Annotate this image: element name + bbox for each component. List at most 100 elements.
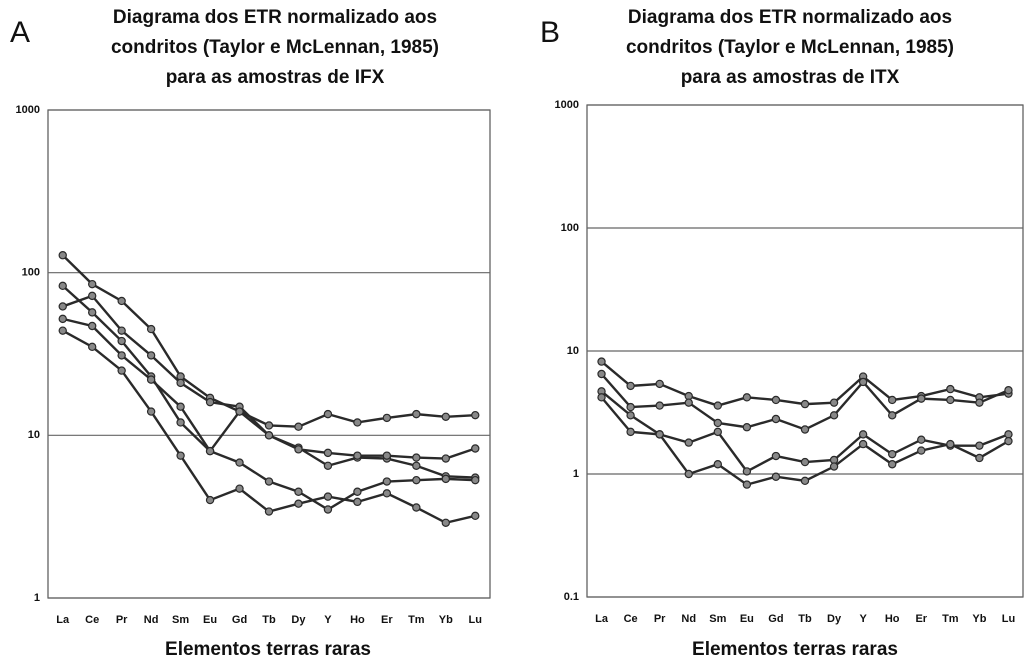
data-point (412, 409, 421, 419)
x-tick-label: Ce (624, 613, 638, 625)
x-axis-label: Elementos terras raras (165, 639, 371, 660)
x-tick-label: Tm (942, 613, 959, 625)
data-point (205, 397, 215, 407)
data-point (176, 418, 185, 427)
data-point (58, 302, 67, 311)
chart-title: condritos (Taylor e McLennan, 1985) (626, 37, 954, 58)
data-point (87, 321, 97, 331)
data-point (888, 411, 897, 420)
x-tick-label: Lu (469, 614, 482, 626)
panel-label: B (540, 16, 560, 49)
x-tick-label: Gd (768, 613, 783, 625)
data-point (323, 492, 333, 501)
y-tick-label: 1000 (555, 99, 579, 111)
data-point (264, 421, 274, 430)
data-point (412, 453, 421, 462)
data-point (353, 497, 362, 507)
x-tick-label: Er (381, 614, 393, 626)
data-point (205, 495, 215, 505)
chart-title: para as amostras de ITX (681, 67, 900, 88)
x-tick-label: Dy (827, 613, 842, 625)
data-point (353, 451, 362, 460)
data-point (323, 448, 333, 458)
data-point (294, 499, 303, 508)
data-point (800, 399, 810, 409)
y-tick-label: 1 (573, 468, 579, 480)
x-tick-label: La (595, 613, 609, 625)
x-tick-label: Ho (885, 613, 900, 625)
data-point (471, 444, 480, 453)
x-tick-label: Yb (972, 613, 986, 625)
x-axis-label: Elementos terras raras (692, 639, 898, 660)
data-point (713, 427, 723, 437)
data-point (412, 503, 421, 512)
data-point (176, 402, 185, 411)
data-point (323, 409, 333, 419)
data-point (655, 430, 664, 439)
data-point (917, 394, 926, 403)
data-point (146, 375, 156, 384)
data-point (58, 314, 67, 324)
data-point (713, 401, 723, 410)
data-point (771, 395, 781, 405)
x-tick-label: Tb (262, 614, 276, 626)
data-point (858, 439, 868, 449)
data-point (382, 413, 392, 423)
data-point (800, 476, 810, 486)
data-point (1004, 436, 1013, 446)
data-point (294, 422, 303, 431)
data-point (87, 342, 97, 352)
data-point (117, 336, 126, 346)
data-point (471, 410, 480, 420)
data-point (684, 438, 693, 447)
data-point (382, 489, 392, 498)
data-point (946, 395, 955, 405)
data-point (117, 366, 126, 375)
data-point (713, 418, 723, 428)
data-point (353, 487, 362, 496)
data-point (441, 412, 450, 421)
data-point (176, 378, 185, 388)
data-point (597, 393, 606, 402)
x-tick-label: Eu (740, 613, 754, 625)
data-point (471, 475, 480, 485)
data-point (176, 451, 185, 460)
data-point (917, 446, 926, 455)
panel-label: A (10, 16, 30, 49)
x-tick-label: Y (859, 613, 867, 625)
data-point (946, 439, 955, 449)
data-point (441, 454, 450, 463)
x-tick-label: Ho (350, 614, 365, 626)
data-point (471, 511, 480, 521)
data-point (597, 369, 606, 379)
x-tick-label: Tb (798, 613, 812, 625)
data-point (626, 411, 635, 420)
data-point (87, 279, 97, 289)
data-point (58, 281, 67, 291)
data-point (294, 487, 303, 496)
data-point (713, 460, 723, 469)
data-point (117, 326, 126, 335)
data-point (58, 326, 67, 335)
data-point (87, 308, 97, 317)
x-tick-label: Gd (232, 614, 247, 626)
x-tick-label: Er (915, 613, 927, 625)
chart-title: condritos (Taylor e McLennan, 1985) (111, 37, 439, 58)
y-tick-label: 10 (567, 345, 579, 357)
data-point (888, 449, 897, 459)
data-point (412, 475, 421, 485)
data-point (626, 402, 635, 412)
data-point (626, 381, 635, 391)
data-point (655, 379, 664, 389)
data-point (264, 507, 274, 516)
x-tick-label: Eu (203, 614, 217, 626)
x-tick-label: Pr (654, 613, 666, 625)
data-point (264, 477, 274, 486)
data-point (975, 398, 984, 407)
data-point (146, 351, 156, 360)
data-point (87, 291, 97, 301)
x-tick-label: Yb (439, 614, 453, 626)
data-point (858, 377, 868, 387)
data-point (742, 423, 752, 432)
